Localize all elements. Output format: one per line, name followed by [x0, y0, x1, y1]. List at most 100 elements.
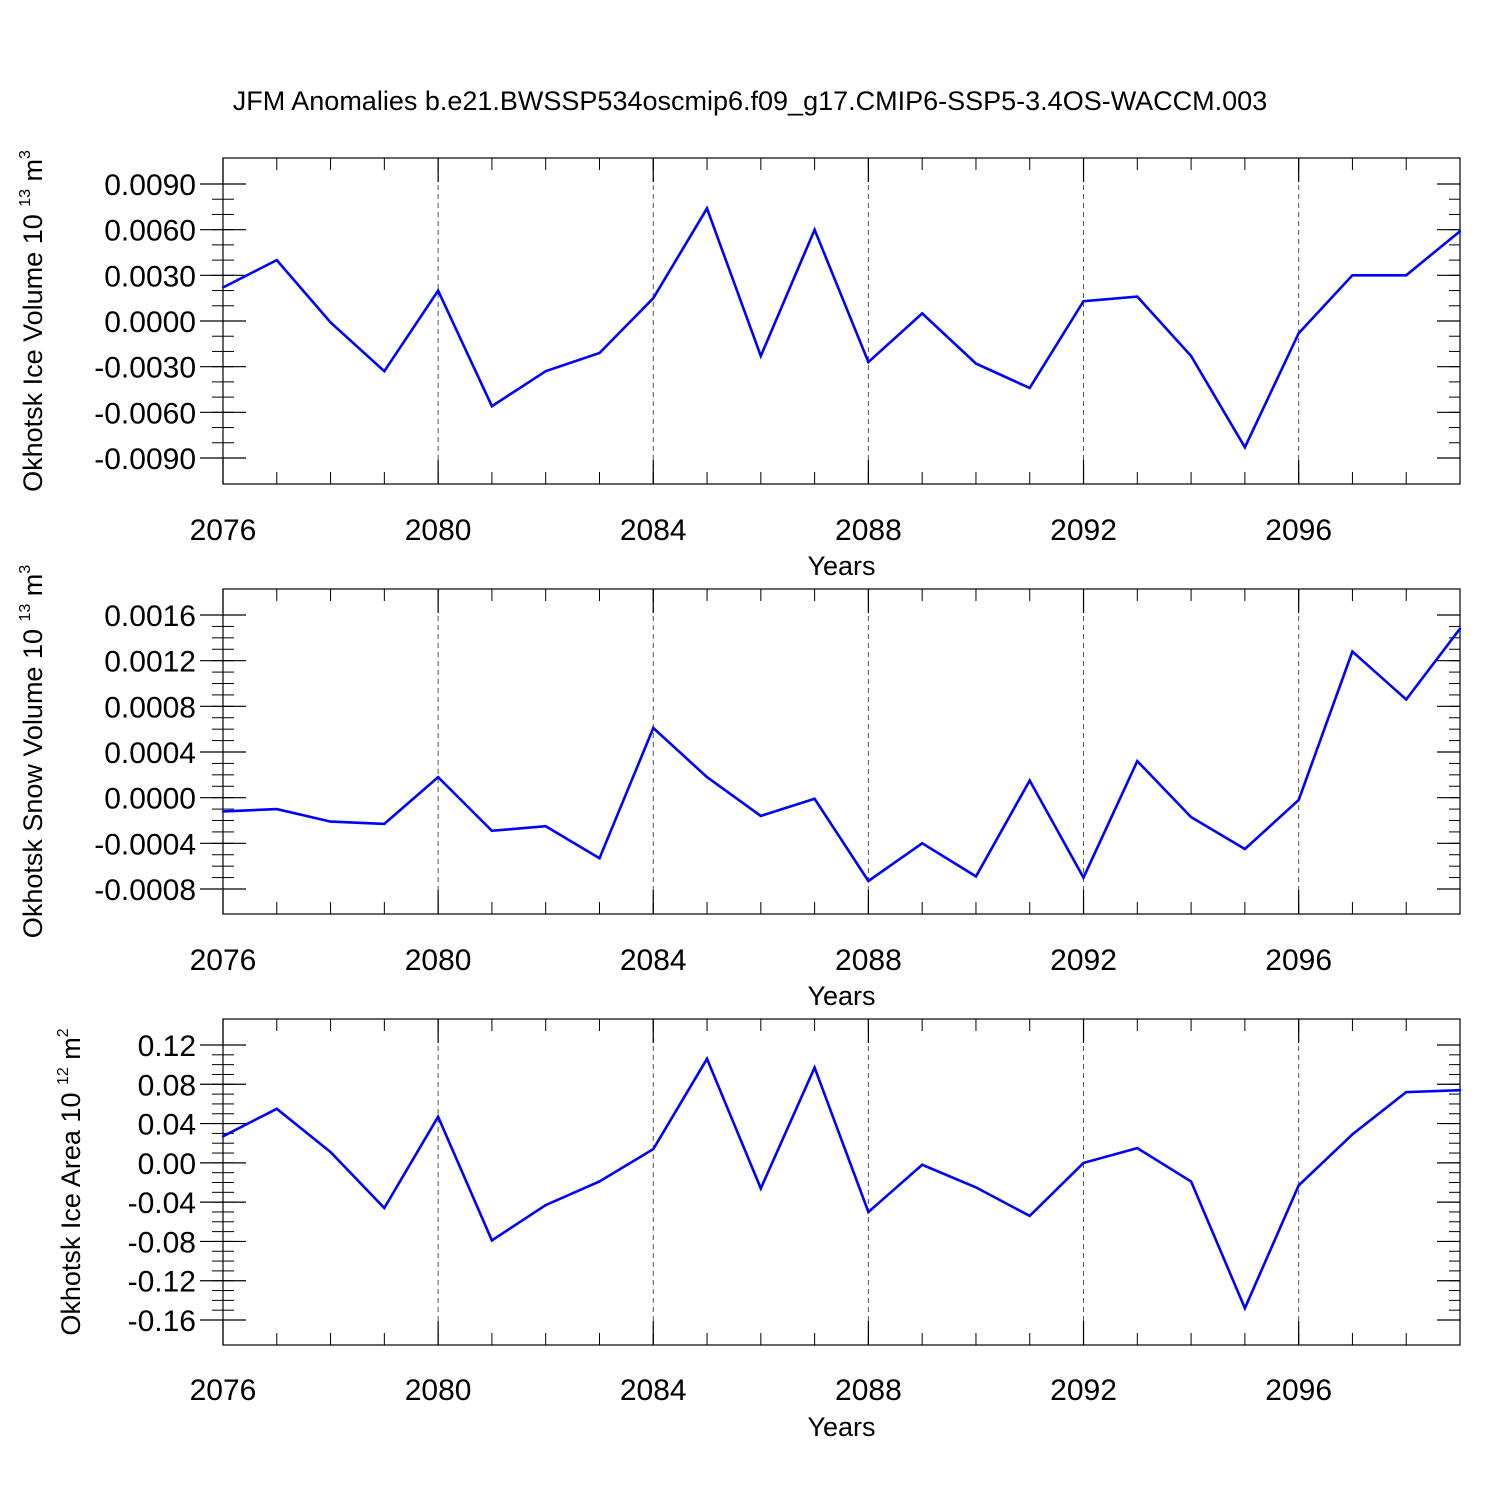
y-label-unit-exponent: 3 — [17, 565, 34, 574]
x-tick-label: 2080 — [405, 514, 472, 547]
data-point — [329, 1150, 332, 1154]
x-tick-label: 2076 — [190, 944, 257, 977]
x-tick-label: 2092 — [1050, 514, 1117, 547]
data-point — [436, 1115, 440, 1118]
data-point — [1405, 698, 1408, 701]
data-point — [221, 1135, 225, 1138]
data-point — [1351, 650, 1354, 653]
data-point — [436, 289, 440, 292]
data-point — [1351, 1133, 1354, 1136]
data-point — [867, 360, 870, 364]
data-point — [275, 1107, 278, 1111]
x-tick-label: 2096 — [1265, 944, 1332, 977]
data-point — [813, 1066, 816, 1069]
y-tick-label: -0.12 — [128, 1266, 196, 1299]
data-point — [1243, 847, 1247, 851]
y-tick-label: -0.0008 — [94, 874, 196, 907]
data-point — [1458, 627, 1462, 630]
y-tick-label: -0.0090 — [94, 443, 196, 476]
x-axis-label: Years — [807, 981, 875, 1011]
y-label-unit: m — [56, 1037, 86, 1067]
data-point — [759, 814, 763, 818]
x-tick-label: 2080 — [405, 944, 472, 977]
x-axis-label: Years — [807, 551, 875, 581]
y-tick-label: 0.08 — [138, 1069, 196, 1102]
data-point — [598, 351, 601, 355]
data-point — [436, 775, 440, 779]
y-axis-label: Okhotsk Ice Area 10 12 m2 — [55, 1028, 86, 1335]
y-label-exponent: 12 — [55, 1067, 72, 1085]
y-label-main: Okhotsk Ice Area 10 — [56, 1085, 86, 1336]
data-point — [1082, 300, 1085, 303]
chart-panel-2: -0.0008 -0.0004 0.0000 0.0004 0.0008 0.0012 0.… — [17, 565, 1462, 1011]
x-tick-label: 2096 — [1265, 1374, 1332, 1407]
y-tick-label: 0.0008 — [104, 691, 196, 724]
data-point — [598, 1180, 601, 1183]
data-point — [867, 879, 870, 883]
data-point — [598, 856, 601, 860]
x-tick-label: 2088 — [835, 514, 902, 547]
data-point — [920, 312, 924, 315]
data-point — [544, 370, 547, 373]
data-point — [1297, 331, 1300, 335]
data-point — [652, 296, 655, 300]
chart-panel-1: -0.0090 -0.0060 -0.0030 0.0000 0.0030 0.0060 0… — [17, 150, 1462, 581]
data-point — [1297, 1184, 1300, 1187]
y-tick-label: 0.0030 — [104, 260, 196, 293]
series-line — [222, 627, 1462, 883]
data-point — [705, 1057, 709, 1060]
y-label-exponent: 13 — [17, 604, 34, 622]
data-point — [759, 1187, 763, 1190]
y-tick-label: 0.0000 — [104, 783, 196, 816]
data-point — [920, 842, 924, 845]
data-point — [1243, 1307, 1247, 1310]
data-point — [275, 807, 278, 811]
y-axis-label: Okhotsk Snow Volume 10 13 m3 — [17, 565, 48, 938]
data-point — [544, 1203, 547, 1207]
x-tick-label: 2080 — [405, 1374, 472, 1407]
y-label-unit-exponent: 2 — [55, 1028, 72, 1037]
data-point — [974, 875, 978, 878]
data-point — [1458, 1088, 1462, 1092]
y-tick-label: 0.0016 — [104, 600, 196, 633]
data-point — [705, 207, 709, 210]
data-point — [1028, 1214, 1031, 1218]
data-point — [544, 825, 547, 828]
y-tick-label: 0.12 — [138, 1030, 196, 1063]
data-point — [1351, 274, 1354, 277]
data-point — [813, 228, 816, 231]
x-tick-label: 2088 — [835, 944, 902, 977]
x-tick-label: 2088 — [835, 1374, 902, 1407]
data-point — [1297, 798, 1300, 802]
data-point — [1189, 1180, 1193, 1183]
data-point — [1082, 1161, 1085, 1165]
data-point — [275, 258, 278, 262]
data-point — [383, 1206, 386, 1210]
series-line — [222, 205, 1461, 451]
y-tick-label: -0.0004 — [94, 828, 196, 861]
data-point — [1136, 1146, 1139, 1150]
data-point — [329, 820, 332, 823]
y-tick-label: 0.0000 — [104, 306, 196, 339]
y-label-unit-exponent: 3 — [17, 150, 34, 159]
y-tick-label: -0.08 — [128, 1226, 196, 1259]
y-label-main: Okhotsk Snow Volume 10 — [18, 622, 48, 939]
y-tick-label: 0.0090 — [104, 169, 196, 202]
data-point — [1136, 295, 1139, 298]
x-tick-label: 2076 — [190, 514, 257, 547]
y-label-exponent: 13 — [17, 189, 34, 207]
y-label-main: Okhotsk Ice Volume 10 — [18, 207, 48, 492]
data-point — [383, 822, 386, 826]
y-tick-label: -0.0030 — [94, 352, 196, 385]
page-title: JFM Anomalies b.e21.BWSSP534oscmip6.f09_… — [233, 86, 1267, 116]
data-point — [383, 370, 386, 373]
y-tick-label: 0.0012 — [104, 646, 196, 679]
data-point — [652, 1147, 655, 1151]
data-point — [652, 726, 655, 730]
y-axis-label: Okhotsk Ice Volume 10 13 m3 — [17, 150, 48, 492]
data-point — [974, 362, 978, 365]
y-tick-label: 0.04 — [138, 1109, 196, 1142]
series-line — [222, 1055, 1461, 1312]
x-tick-label: 2096 — [1265, 514, 1332, 547]
x-tick-label: 2084 — [620, 514, 687, 547]
